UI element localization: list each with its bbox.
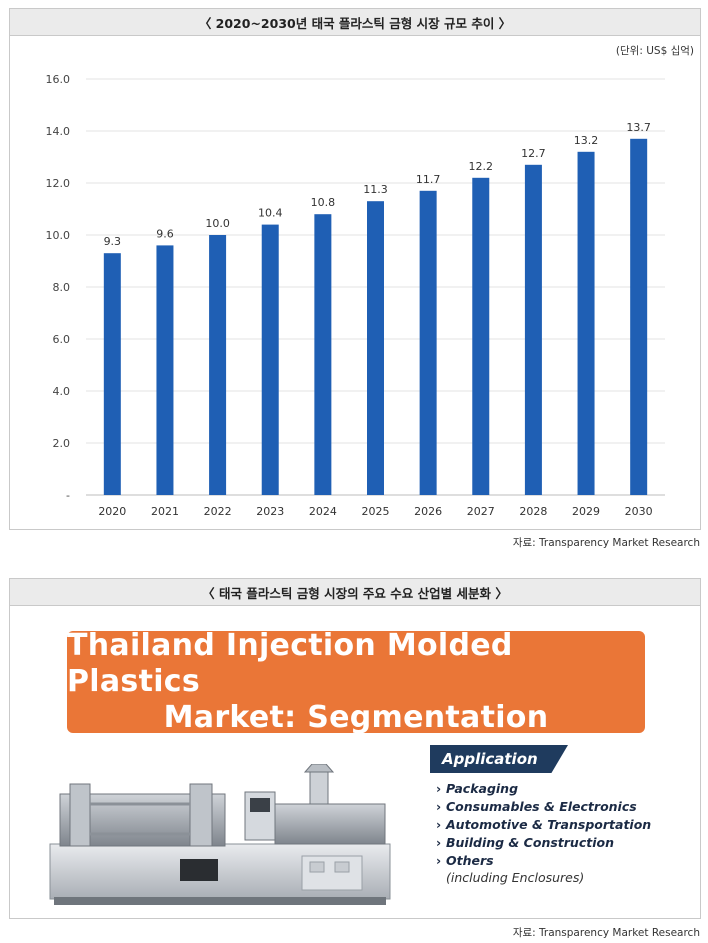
bar-chart: - 2.0 4.0 6.0 8.0 10.0 12.0 14.0 16.0 9.3 2020 9.6 2… [46,73,665,518]
application-item: › Packaging [436,781,519,796]
chart-panel-title: 〈 2020~2030년 태국 플라스틱 금형 시장 규모 추이 〉 [10,9,700,36]
injection-molding-machine-image [49,764,391,905]
bar [314,214,332,495]
market-size-panel: 〈 2020~2030년 태국 플라스틱 금형 시장 규모 추이 〉 (단위: … [9,8,701,530]
x-tick-label: 2020 [98,505,126,518]
application-item: › Building & Construction [436,835,614,850]
segmentation-panel: 〈 태국 플라스틱 금형 시장의 주요 수요 산업별 세분화 〉 Thailan… [9,578,701,919]
chevron-right-icon: › [436,835,442,850]
y-tick-label: 14.0 [46,125,71,138]
data-label: 13.2 [574,134,599,147]
x-tick-label: 2023 [256,505,284,518]
banner-line-2: Market: Segmentation [163,700,549,735]
chevron-right-icon: › [436,853,442,868]
x-tick-label: 2029 [572,505,600,518]
y-tick-label: - [66,489,70,502]
data-label: 11.7 [416,173,441,186]
x-tick-label: 2025 [362,505,390,518]
data-label: 9.6 [156,227,174,240]
x-tick-label: 2028 [519,505,547,518]
x-tick-label: 2021 [151,505,179,518]
bar [472,177,490,496]
application-list: › Packaging › Consumables & Electronics › A… [436,780,651,870]
bar [103,253,121,495]
x-tick-label: 2024 [309,505,337,518]
data-label: 10.8 [311,196,336,209]
bar [261,224,279,495]
x-tick-label: 2030 [625,505,653,518]
y-tick-label: 12.0 [46,177,71,190]
chart-source: 자료: Transparency Market Research [512,537,700,549]
chevron-right-icon: › [436,817,442,832]
chevron-right-icon: › [436,781,442,796]
bar [367,201,384,495]
bar [577,151,595,496]
y-tick-label: 4.0 [53,385,71,398]
bar [419,190,437,496]
y-tick-label: 16.0 [46,73,71,86]
application-item: › Others [436,853,494,868]
data-label: 10.0 [205,217,230,230]
bar [630,138,648,496]
y-tick-label: 2.0 [53,437,71,450]
segmentation-panel-title: 〈 태국 플라스틱 금형 시장의 주요 수요 산업별 세분화 〉 [10,579,700,606]
x-tick-label: 2022 [204,505,232,518]
bar [209,235,227,495]
application-item: › Consumables & Electronics [436,799,637,814]
x-tick-label: 2027 [467,505,495,518]
bar [156,245,174,495]
banner-line-1: Thailand Injection Molded Plastics [67,628,513,699]
application-tag: Application [430,745,568,773]
segmentation-source: 자료: Transparency Market Research [512,927,700,939]
application-item: › Automotive & Transportation [436,817,652,832]
data-label: 12.2 [469,160,494,173]
x-tick-label: 2026 [414,505,442,518]
data-label: 10.4 [258,207,283,220]
segmentation-banner: Thailand Injection Molded Plastics Marke… [67,628,645,735]
data-label: 11.3 [363,183,388,196]
unit-label: (단위: US$ 십억) [615,45,694,57]
others-note: (including Enclosures) [446,870,585,885]
data-label: 13.7 [626,121,651,134]
data-label: 12.7 [521,147,546,160]
y-tick-label: 10.0 [46,229,71,242]
bar [524,164,542,496]
y-tick-label: 8.0 [53,281,71,294]
y-tick-label: 6.0 [53,333,71,346]
data-label: 9.3 [104,235,122,248]
chevron-right-icon: › [436,799,442,814]
